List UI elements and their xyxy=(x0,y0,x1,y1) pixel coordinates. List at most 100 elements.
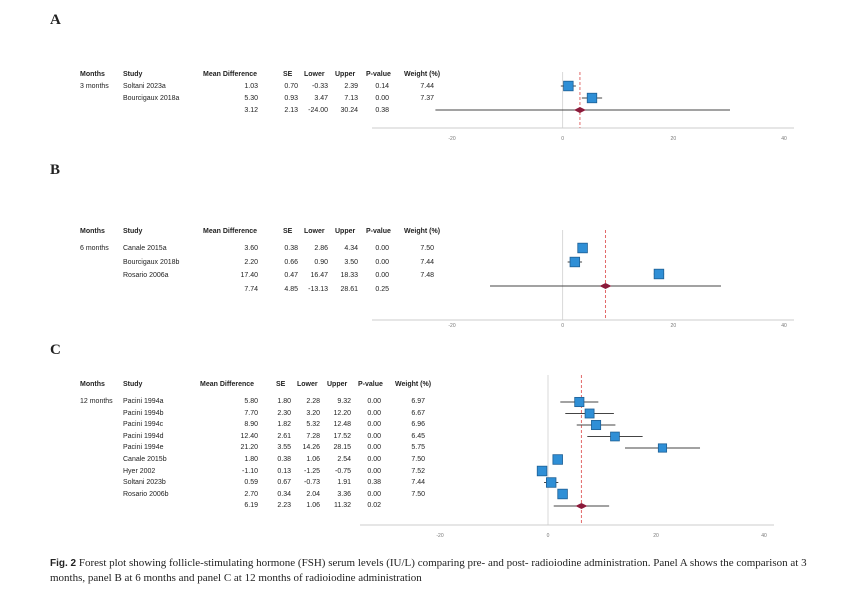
study-marker xyxy=(653,268,665,280)
x-tick-label: 0 xyxy=(561,323,564,329)
cell-p: 0.00 xyxy=(367,421,381,429)
cell-lower: 0.90 xyxy=(314,258,328,266)
cell-study: Pacini 1994c xyxy=(123,421,164,429)
header-study: Study xyxy=(123,228,143,235)
cell-p: 0.00 xyxy=(367,432,381,440)
cell-se: 3.55 xyxy=(277,444,291,452)
cell-md: 17.40 xyxy=(240,272,258,279)
header-weight: Weight (%) xyxy=(395,381,432,388)
cell-lower: 1.06 xyxy=(306,502,320,510)
cell-study: Bourcigaux 2018b xyxy=(123,258,180,266)
cell-upper: -0.75 xyxy=(335,467,351,475)
cell-md: 3.60 xyxy=(244,245,258,252)
cell-w: 7.50 xyxy=(411,490,425,498)
x-tick-label: 20 xyxy=(671,323,677,329)
header-lower: Lower xyxy=(304,228,325,235)
cell-se: 0.67 xyxy=(277,479,291,487)
group-label-12-months: 12 months xyxy=(80,398,113,405)
cell-se: 0.66 xyxy=(284,258,298,266)
cell-upper: 12.48 xyxy=(333,421,351,429)
figure-caption: Fig. 2 Forest plot showing follicle-stim… xyxy=(50,556,840,586)
cell-p: 0.00 xyxy=(367,467,381,475)
cell-lower: 3.47 xyxy=(314,95,328,102)
study-marker xyxy=(574,396,585,408)
cell-w: 7.44 xyxy=(411,479,425,487)
cell-md: 2.70 xyxy=(244,490,258,498)
cell-se: 2.30 xyxy=(277,409,291,417)
x-tick-label: 0 xyxy=(547,533,550,539)
cell-upper: 30.24 xyxy=(340,107,358,114)
header-mean-difference: Mean Difference xyxy=(203,228,258,235)
header-mean-difference: Mean Difference xyxy=(203,71,258,78)
x-tick-label: 40 xyxy=(781,136,787,142)
cell-lower: 2.86 xyxy=(314,245,328,252)
header-months: Months xyxy=(80,71,105,78)
cell-p: 0.00 xyxy=(375,95,389,102)
header-p-value: P-value xyxy=(366,228,391,235)
cell-se: 2.13 xyxy=(284,107,298,114)
cell-study: Bourcigaux 2018a xyxy=(123,95,180,102)
cell-study: Pacini 1994b xyxy=(123,409,164,417)
study-marker xyxy=(536,465,548,477)
header-study: Study xyxy=(123,71,143,78)
cell-p: 0.00 xyxy=(367,398,381,405)
group-label-3-months: 3 months xyxy=(80,83,109,90)
cell-se: 0.93 xyxy=(284,95,298,102)
pooled-diamond xyxy=(573,107,586,113)
cell-upper: 12.20 xyxy=(333,409,351,417)
cell-md: 5.80 xyxy=(244,398,258,405)
x-tick-label: 0 xyxy=(561,136,564,142)
cell-se: 1.80 xyxy=(277,398,291,405)
study-marker xyxy=(545,477,557,488)
study-marker xyxy=(610,431,620,442)
caption-label: Fig. 2 xyxy=(50,558,77,569)
cell-study: Hyer 2002 xyxy=(123,467,156,475)
cell-p: 0.25 xyxy=(375,285,389,293)
cell-study: Pacini 1994a xyxy=(123,398,164,405)
cell-md: -1.10 xyxy=(242,467,258,475)
cell-upper: 11.32 xyxy=(334,502,351,510)
cell-p: 0.00 xyxy=(367,490,381,498)
panel-letter-c: C xyxy=(50,342,61,358)
cell-lower: -24.00 xyxy=(308,107,328,114)
x-tick-label: -20 xyxy=(448,323,455,329)
cell-w: 7.52 xyxy=(411,467,425,475)
pooled-diamond xyxy=(575,503,588,509)
cell-se: 2.23 xyxy=(277,502,291,510)
cell-w: 6.96 xyxy=(411,421,425,429)
cell-md: 1.80 xyxy=(244,456,258,463)
study-marker xyxy=(557,488,568,500)
x-tick-label: 20 xyxy=(671,136,677,142)
cell-w: 6.45 xyxy=(411,432,425,440)
forest-plot-b: -20 0 20 40 xyxy=(372,230,794,329)
cell-study: Pacini 1994d xyxy=(123,432,164,440)
cell-upper: 28.61 xyxy=(340,285,358,293)
cell-se: 2.61 xyxy=(277,432,291,440)
cell-lower: 16.47 xyxy=(310,272,328,279)
cell-lower: 5.32 xyxy=(306,421,320,429)
cell-lower: 3.20 xyxy=(306,409,320,417)
header-p-value: P-value xyxy=(366,71,391,78)
cell-p: 0.00 xyxy=(375,245,389,252)
header-se: SE xyxy=(283,228,293,235)
pooled-diamond xyxy=(599,283,612,289)
cell-study: Pacini 1994e xyxy=(123,444,164,452)
cell-md: 6.19 xyxy=(244,502,258,510)
cell-lower: 7.28 xyxy=(306,432,320,440)
cell-lower: 14.26 xyxy=(302,444,320,452)
cell-p: 0.00 xyxy=(367,444,381,452)
cell-p: 0.02 xyxy=(367,502,381,510)
table-b: Months Study Mean Difference SE Lower Up… xyxy=(80,228,440,252)
panel-letter-a: A xyxy=(50,12,61,28)
cell-lower: -1.25 xyxy=(304,467,320,475)
header-upper: Upper xyxy=(335,228,356,235)
cell-study: Canale 2015a xyxy=(123,245,167,252)
cell-study: Canale 2015b xyxy=(123,456,167,463)
study-marker xyxy=(591,419,602,431)
cell-p: 0.14 xyxy=(375,83,389,90)
forest-plot-c: -20 0 20 40 xyxy=(360,375,774,539)
header-se: SE xyxy=(283,71,293,78)
cell-w: 7.50 xyxy=(411,456,425,463)
header-lower: Lower xyxy=(304,71,325,78)
forest-plot-a: -20 0 20 40 xyxy=(372,72,794,142)
